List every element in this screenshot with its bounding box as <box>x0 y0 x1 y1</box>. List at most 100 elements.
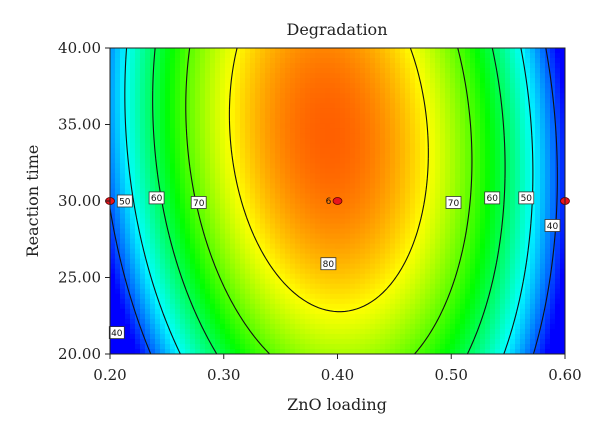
heatmap-cell <box>505 293 511 300</box>
heatmap-cell <box>235 293 241 300</box>
heatmap-cell <box>315 278 321 285</box>
heatmap-cell <box>320 183 326 190</box>
heatmap-cell <box>265 233 271 240</box>
heatmap-cell <box>130 88 136 94</box>
heatmap-cell <box>315 238 321 245</box>
heatmap-cell <box>125 308 131 315</box>
heatmap-cell <box>460 63 466 69</box>
heatmap-cell <box>265 148 271 154</box>
heatmap-cell <box>320 203 326 210</box>
heatmap-cell <box>290 78 296 84</box>
heatmap-cell <box>215 68 221 74</box>
heatmap-cell <box>395 338 401 345</box>
heatmap-cell <box>400 308 406 315</box>
heatmap-cell <box>190 273 196 280</box>
heatmap-cell <box>475 288 481 295</box>
heatmap-cell <box>485 63 491 69</box>
heatmap-cell <box>165 153 171 159</box>
heatmap-cell <box>485 98 491 104</box>
heatmap-cell <box>510 308 516 315</box>
heatmap-cell <box>330 228 336 235</box>
heatmap-cell <box>145 193 151 200</box>
heatmap-cell <box>270 108 276 114</box>
heatmap-cell <box>355 93 361 99</box>
heatmap-cell <box>390 203 396 210</box>
heatmap-cell <box>280 213 286 220</box>
heatmap-cell <box>135 168 141 175</box>
heatmap-cell <box>510 53 516 59</box>
heatmap-cell <box>305 303 311 310</box>
heatmap-cell <box>200 338 206 345</box>
heatmap-cell <box>425 293 431 300</box>
heatmap-cell <box>180 168 186 175</box>
heatmap-cell <box>500 273 506 280</box>
heatmap-cell <box>495 163 501 169</box>
heatmap-cell <box>305 68 311 74</box>
heatmap-cell <box>445 253 451 260</box>
heatmap-cell <box>295 288 301 295</box>
heatmap-cell <box>155 348 161 354</box>
heatmap-cell <box>130 148 136 154</box>
heatmap-cell <box>480 258 486 265</box>
heatmap-cell <box>175 278 181 285</box>
heatmap-cell <box>515 158 521 164</box>
heatmap-cell <box>445 333 451 340</box>
heatmap-cell <box>490 208 496 215</box>
heatmap-cell <box>450 93 456 99</box>
heatmap-cell <box>450 248 456 255</box>
heatmap-cell <box>205 218 211 225</box>
heatmap-cell <box>510 243 516 250</box>
heatmap-cell <box>175 258 181 265</box>
heatmap-cell <box>290 203 296 210</box>
heatmap-cell <box>510 163 516 169</box>
heatmap-cell <box>465 283 471 290</box>
heatmap-cell <box>220 123 226 129</box>
heatmap-cell <box>215 213 221 220</box>
heatmap-cell <box>370 93 376 99</box>
heatmap-cell <box>215 283 221 290</box>
heatmap-cell <box>450 58 456 64</box>
heatmap-cell <box>435 303 441 310</box>
heatmap-cell <box>325 208 331 215</box>
heatmap-cell <box>485 128 491 134</box>
heatmap-cell <box>500 328 506 335</box>
heatmap-cell <box>155 148 161 154</box>
heatmap-cell <box>200 138 206 144</box>
heatmap-cell <box>195 338 201 345</box>
heatmap-cell <box>350 338 356 345</box>
heatmap-cell <box>400 298 406 305</box>
heatmap-cell <box>465 168 471 175</box>
heatmap-cell <box>275 163 281 169</box>
heatmap-cell <box>390 53 396 59</box>
heatmap-cell <box>390 138 396 144</box>
heatmap-cell <box>345 343 351 350</box>
heatmap-cell <box>130 48 136 54</box>
heatmap-cell <box>370 188 376 195</box>
heatmap-cell <box>320 98 326 104</box>
heatmap-cell <box>350 218 356 225</box>
heatmap-cell <box>145 208 151 215</box>
heatmap-cell <box>500 153 506 159</box>
heatmap-cell <box>240 48 246 54</box>
heatmap-cell <box>400 338 406 345</box>
heatmap-cell <box>205 83 211 89</box>
heatmap-cell <box>405 123 411 129</box>
heatmap-cell <box>480 283 486 290</box>
heatmap-cell <box>305 293 311 300</box>
heatmap-cell <box>465 158 471 164</box>
heatmap-cell <box>140 288 146 295</box>
heatmap-cell <box>470 158 476 164</box>
heatmap-cell <box>255 88 261 94</box>
heatmap-cell <box>360 78 366 84</box>
heatmap-cell <box>410 268 416 275</box>
heatmap-cell <box>400 83 406 89</box>
heatmap-cell <box>175 153 181 159</box>
heatmap-cell <box>515 208 521 215</box>
heatmap-cell <box>495 223 501 230</box>
heatmap-cell <box>420 333 426 340</box>
heatmap-cell <box>135 283 141 290</box>
heatmap-cell <box>305 88 311 94</box>
heatmap-cell <box>300 338 306 345</box>
heatmap-cell <box>500 348 506 354</box>
heatmap-cell <box>145 238 151 245</box>
